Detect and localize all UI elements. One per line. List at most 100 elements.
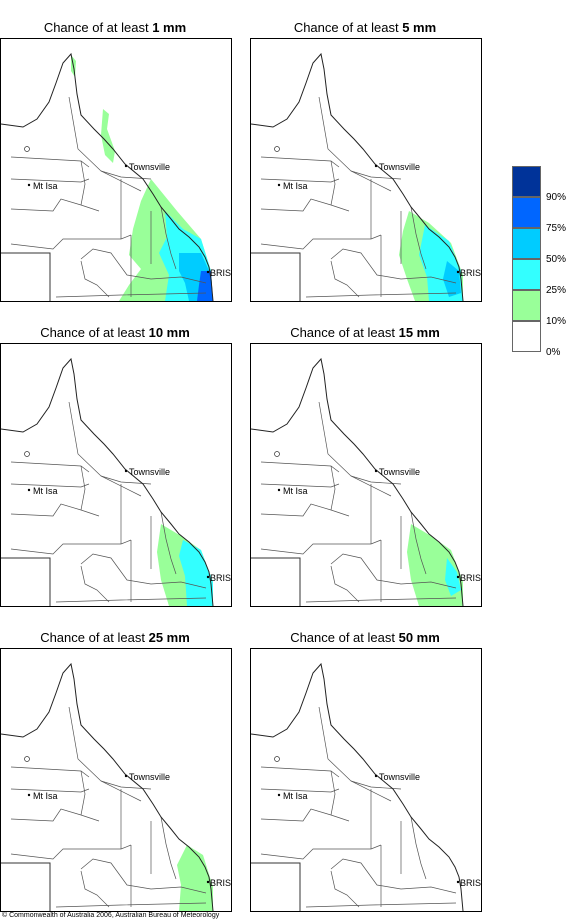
district-border (260, 198, 350, 212)
map-25mm: Townsville Mt Isa BRIS (0, 648, 232, 912)
district-border (330, 248, 457, 284)
title-threshold: 25 mm (148, 630, 190, 645)
district-border (10, 483, 90, 488)
district-border (100, 780, 152, 790)
island-marker (274, 451, 280, 457)
district-border (160, 511, 177, 575)
legend-swatch-90-100 (512, 166, 541, 197)
district-border (330, 465, 336, 511)
legend-swatch-50-75 (512, 228, 541, 259)
townsville-dot (124, 774, 128, 778)
legend-swatch-0-10 (512, 321, 541, 352)
panel-title: Chance of at least 1 mm (0, 20, 230, 35)
townsville-label: Townsville (379, 467, 420, 477)
panel-title: Chance of at least 25 mm (0, 630, 230, 645)
district-border (350, 780, 402, 790)
panel-title: Chance of at least 15 mm (250, 325, 480, 340)
district-border (80, 565, 110, 603)
island-marker (24, 756, 30, 762)
legend-label-25: 25% (546, 285, 567, 296)
townsville-label: Townsville (129, 467, 170, 477)
map-canvas: Townsville Mt Isa BRIS (1, 52, 231, 301)
panel-title: Chance of at least 50 mm (250, 630, 480, 645)
mt-isa-label: Mt Isa (283, 181, 308, 191)
bris-label: BRIS (210, 268, 231, 278)
title-threshold: 10 mm (148, 325, 190, 340)
coastline (251, 52, 464, 301)
district-border (260, 178, 340, 183)
district-border (318, 96, 392, 192)
inset-box (251, 557, 301, 606)
district-border (80, 248, 207, 284)
district-border (80, 770, 86, 816)
island-marker (274, 756, 280, 762)
district-border (10, 234, 132, 250)
inset-box (1, 252, 51, 301)
district-border (330, 870, 360, 908)
district-border (10, 766, 90, 778)
district-border (410, 816, 427, 880)
district-border (260, 503, 350, 517)
district-border (410, 511, 427, 575)
district-border (330, 553, 457, 589)
district-border (10, 539, 132, 555)
district-border (100, 170, 152, 180)
coastline (251, 662, 464, 911)
mt_isa-dot (27, 793, 31, 797)
bris-dot (206, 880, 210, 884)
rain-zone-10-25pct (101, 109, 115, 163)
bris-dot (206, 270, 210, 274)
district-border (55, 292, 207, 298)
district-border (10, 844, 132, 860)
map-50mm: Townsville Mt Isa BRIS (250, 648, 482, 912)
bris-label: BRIS (460, 878, 481, 888)
district-border (80, 260, 110, 298)
map-canvas: Townsville Mt Isa BRIS (251, 52, 481, 301)
bris-label: BRIS (460, 268, 481, 278)
title-threshold: 1 mm (152, 20, 187, 35)
coastline (251, 357, 464, 606)
district-border (10, 198, 100, 212)
townsville-label: Townsville (379, 162, 420, 172)
district-border (160, 816, 177, 880)
district-border (68, 706, 142, 802)
district-border (80, 465, 86, 511)
map-canvas: Townsville Mt Isa BRIS (1, 662, 231, 911)
district-border (330, 858, 457, 894)
district-border (318, 706, 392, 802)
inset-box (1, 557, 51, 606)
district-border (305, 902, 457, 908)
legend-label-10: 10% (546, 316, 567, 327)
district-border (260, 539, 382, 555)
townsville-label: Townsville (129, 772, 170, 782)
bris-dot (456, 575, 460, 579)
townsville-label: Townsville (129, 162, 170, 172)
legend-label-75: 75% (546, 223, 567, 234)
title-threshold: 5 mm (402, 20, 437, 35)
district-border (260, 808, 350, 822)
map-1mm: Townsville Mt Isa BRIS (0, 38, 232, 302)
copyright-notice: © Commonwealth of Australia 2006, Austra… (2, 912, 220, 919)
district-border (10, 503, 100, 517)
district-border (80, 858, 207, 894)
district-border (330, 160, 336, 206)
title-prefix: Chance of at least (43, 20, 153, 35)
bris-dot (456, 270, 460, 274)
island-marker (24, 451, 30, 457)
district-border (55, 597, 207, 603)
district-border (80, 870, 110, 908)
title-threshold: 50 mm (398, 630, 440, 645)
title-prefix: Chance of at least (290, 325, 399, 340)
title-prefix: Chance of at least (290, 630, 399, 645)
inset-box (251, 252, 301, 301)
district-border (260, 788, 340, 793)
townsville-label: Townsville (379, 772, 420, 782)
townsville-dot (124, 164, 128, 168)
bris-dot (456, 880, 460, 884)
legend-swatch-10-25 (512, 290, 541, 321)
mt_isa-dot (277, 488, 281, 492)
legend-label-90: 90% (546, 192, 567, 203)
mt-isa-label: Mt Isa (33, 791, 58, 801)
district-border (410, 206, 427, 270)
bris-label: BRIS (460, 573, 481, 583)
